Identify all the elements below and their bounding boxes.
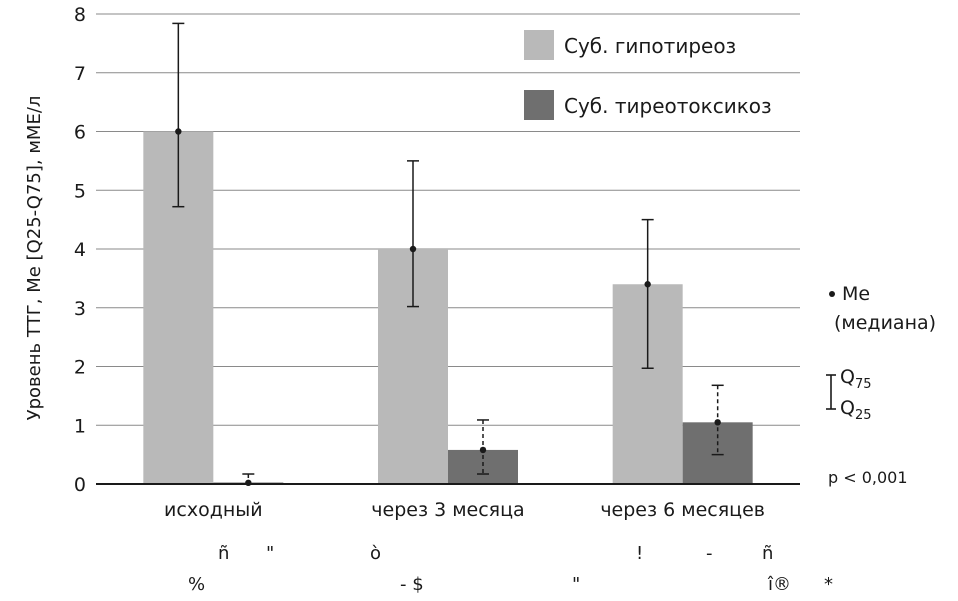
median-point — [409, 245, 417, 253]
y-tick-label: 0 — [74, 474, 86, 496]
stray-glyph: " — [572, 574, 580, 595]
bar — [682, 422, 753, 484]
median-point — [479, 446, 487, 454]
stray-glyph: ñ — [762, 543, 773, 564]
stray-glyph: - $ — [400, 574, 424, 595]
y-tick-label: 3 — [74, 298, 86, 320]
category-label: исходный — [164, 499, 263, 521]
median-point — [644, 281, 651, 288]
stray-glyph: ! — [636, 543, 643, 564]
quartile-key: Q75 Q25 — [826, 366, 872, 423]
q25-label: Q25 — [840, 397, 872, 423]
category-label: через 6 месяцев — [600, 499, 765, 521]
stray-glyph: ñ — [218, 543, 229, 564]
category-labels: исходный через 3 месяца через 6 месяцев — [164, 499, 765, 521]
y-tick-label: 4 — [74, 239, 86, 261]
y-tick-label: 8 — [74, 4, 86, 26]
stray-text: ñ " ò ! - ñ % - $ " î® * — [188, 543, 833, 595]
stray-glyph: * — [824, 574, 833, 595]
y-tick-label: 5 — [74, 180, 86, 202]
stray-glyph: % — [188, 574, 205, 595]
q75-label: Q75 — [840, 366, 872, 392]
stray-glyph: - — [706, 543, 713, 564]
legend-label: Суб. тиреотоксикоз — [564, 94, 772, 118]
median-point — [175, 128, 182, 135]
stray-glyph: ò — [370, 543, 381, 564]
median-key-desc: (медиана) — [834, 312, 936, 334]
stray-glyph: " — [266, 543, 274, 564]
legend-label: Суб. гипотиреоз — [564, 34, 736, 58]
y-axis-label: Уровень ТТГ, Me [Q25-Q75], мМЕ/л — [24, 96, 45, 421]
y-tick-label: 2 — [74, 357, 86, 379]
y-tick-label: 7 — [74, 63, 86, 85]
median-key: Me (медиана) — [829, 283, 936, 334]
stray-glyph: î® — [767, 574, 791, 595]
error-bars — [172, 22, 724, 487]
median-key-dot — [829, 291, 835, 297]
y-tick-labels: 0 1 2 3 4 5 6 7 8 — [74, 4, 86, 496]
legend-swatch — [524, 90, 554, 120]
y-tick-label: 1 — [74, 415, 86, 437]
category-label: через 3 месяца — [371, 499, 524, 521]
legend-swatch — [524, 30, 554, 60]
y-tick-label: 6 — [74, 122, 86, 144]
p-value: p < 0,001 — [828, 468, 908, 487]
median-key-label: Me — [842, 283, 870, 305]
median-point — [714, 419, 721, 426]
median-point — [245, 479, 252, 487]
legend: Суб. гипотиреоз Суб. тиреотоксикоз — [524, 30, 772, 120]
